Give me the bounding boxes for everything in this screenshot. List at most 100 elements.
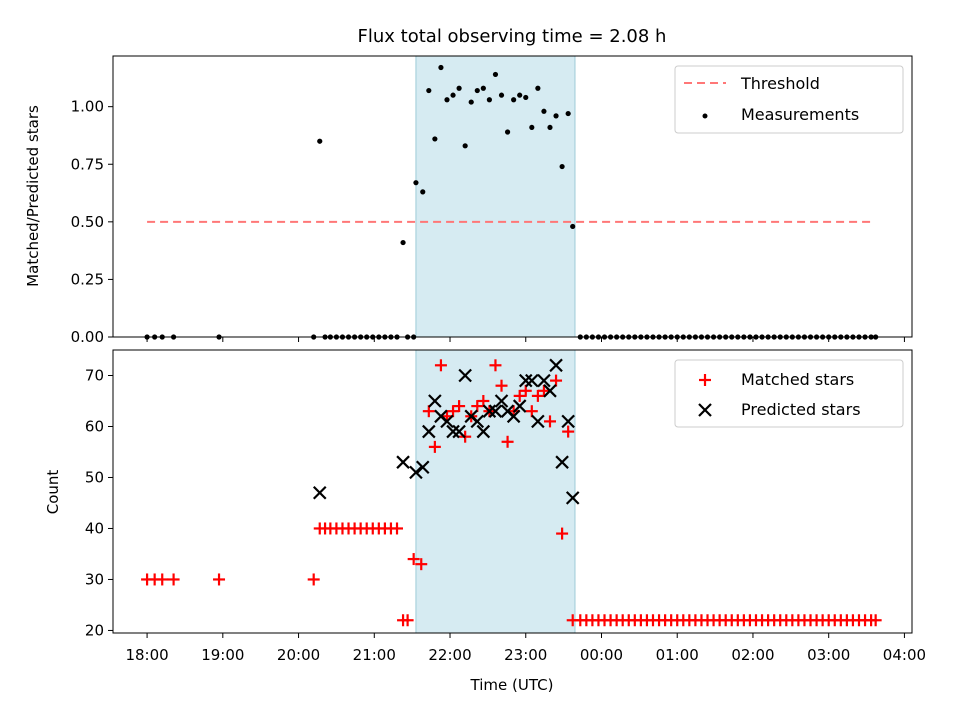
predicted-star-point: [531, 414, 545, 429]
bottom-legend: Matched stars Predicted stars: [674, 359, 904, 428]
measurement-point: [474, 87, 480, 94]
matched-star-point: [525, 405, 538, 418]
matched-star-point: [489, 359, 502, 372]
predicted-star-point: [482, 404, 497, 418]
predicted-star-point: [446, 424, 460, 439]
predicted-star-point: [549, 358, 563, 373]
predicted-star-point: [565, 491, 580, 505]
bottom-x-tick-label: 23:00: [504, 646, 547, 664]
bottom-x-tick-label: 04:00: [883, 646, 926, 664]
measurement-point: [559, 163, 565, 170]
matched-star-point: [556, 527, 569, 540]
legend-matched-label: Matched stars: [741, 370, 854, 389]
matched-star-point: [307, 573, 320, 586]
measurement-point: [553, 113, 559, 119]
bottom-x-tick-label: 21:00: [353, 646, 396, 664]
bottom-y-tick-label: 70: [85, 366, 104, 384]
predicted-star-point: [476, 424, 491, 439]
measurement-point: [547, 124, 553, 131]
bottom-y-tick-label: 60: [85, 417, 104, 435]
predicted-star-point: [312, 485, 327, 500]
predicted-stars-points: [312, 358, 580, 505]
matched-star-point: [167, 573, 180, 586]
bottom-x-tick-label: 18:00: [125, 646, 168, 664]
bottom-legend-box: [674, 359, 904, 428]
top-x-axis-ticks: [146, 337, 905, 342]
bottom-y-tick-label: 40: [85, 519, 104, 537]
top-legend: Threshold Measurements: [674, 65, 904, 134]
bottom-x-tick-label: 01:00: [656, 646, 699, 664]
measurement-point: [535, 85, 541, 91]
predicted-star-point: [494, 394, 509, 408]
top-panel: 0.00 0.25 0.50 0.75 1.00 Matched/Predicted s…: [24, 55, 913, 346]
matched-star-point: [213, 573, 226, 586]
predicted-star-point: [543, 384, 557, 398]
bottom-x-tick-label: 02:00: [731, 646, 774, 664]
bottom-panel: 20 30 40 50 60 70 18:00 19:00 20:00 21:00 22:00 23…: [44, 349, 926, 694]
matched-star-point: [477, 394, 490, 407]
measurement-point: [468, 99, 474, 105]
top-axes-frame: [112, 55, 913, 338]
measurement-point: [462, 143, 468, 149]
matched-star-point: [495, 379, 508, 392]
matched-star-point: [407, 553, 420, 566]
measurement-point: [413, 180, 419, 186]
measurement-point: [317, 138, 323, 144]
predicted-star-point: [512, 399, 527, 413]
measurement-point: [444, 97, 450, 103]
measurement-point: [523, 94, 529, 101]
matched-star-point: [471, 400, 484, 413]
matched-star-point: [531, 389, 544, 402]
legend-predicted-swatch: [698, 403, 712, 417]
top-y-tick-label: 0.75: [71, 155, 104, 173]
measurement-point: [400, 239, 406, 246]
predicted-star-point: [422, 424, 436, 439]
measurement-point: [504, 129, 511, 135]
bottom-x-tick-label: 00:00: [580, 646, 623, 664]
top-legend-box: [674, 65, 904, 134]
measurement-point: [541, 108, 547, 114]
predicted-star-point: [415, 460, 430, 475]
bottom-highlight-span: [415, 349, 576, 634]
measurement-point: [511, 97, 517, 103]
measurement-point: [529, 124, 535, 131]
top-y-tick-label: 0.00: [71, 328, 104, 346]
predicted-star-point: [470, 414, 485, 429]
predicted-star-point: [440, 414, 454, 429]
measurement-point: [438, 64, 444, 71]
bottom-y-axis-ticks: 20 30 40 50 60 70: [85, 366, 113, 639]
x-axis-title: Time (UTC): [470, 676, 554, 694]
bottom-y-axis-title: Count: [44, 470, 62, 515]
predicted-star-point: [537, 373, 551, 388]
measurement-point: [492, 71, 499, 78]
predicted-star-point: [561, 414, 575, 429]
matched-star-point: [562, 425, 575, 438]
top-y-tick-label: 1.00: [71, 98, 104, 116]
legend-measurements-swatch: [702, 113, 708, 119]
bottom-axes-frame: [112, 349, 913, 634]
legend-matched-swatch: [699, 374, 711, 386]
matched-star-point: [434, 359, 447, 372]
matched-star-point: [513, 389, 526, 402]
predicted-star-point: [396, 455, 410, 469]
predicted-star-point: [555, 455, 569, 469]
legend-predicted-label: Predicted stars: [741, 400, 861, 419]
matched-star-point: [519, 384, 532, 397]
measurement-point: [517, 92, 523, 98]
predicted-star-point: [525, 373, 539, 388]
predicted-star-point: [409, 465, 423, 480]
top-y-axis-ticks: 0.00 0.25 0.50 0.75 1.00: [71, 98, 113, 346]
predicted-star-point: [518, 373, 533, 388]
matched-star-point: [537, 384, 550, 397]
predicted-star-point: [488, 404, 503, 418]
matched-star-point: [550, 374, 563, 387]
measurement-point: [498, 92, 505, 98]
matched-star-point: [501, 435, 514, 448]
matched-star-point: [453, 400, 466, 413]
bottom-y-tick-label: 50: [85, 468, 104, 486]
predicted-star-point: [452, 424, 466, 439]
matched-star-point: [401, 614, 414, 627]
predicted-star-point: [506, 409, 521, 424]
top-y-axis-title: Matched/Predicted stars: [24, 105, 42, 287]
